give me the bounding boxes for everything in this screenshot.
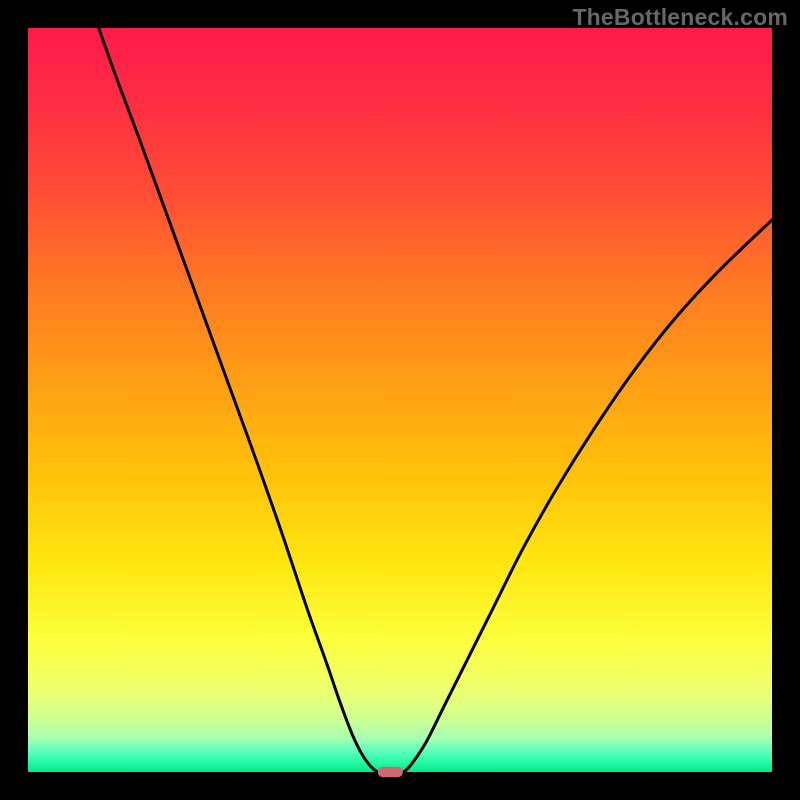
watermark-text: TheBottleneck.com bbox=[572, 4, 788, 31]
chart-container: TheBottleneck.com bbox=[0, 0, 800, 800]
minimum-marker bbox=[378, 767, 403, 777]
bottleneck-chart bbox=[0, 0, 800, 800]
